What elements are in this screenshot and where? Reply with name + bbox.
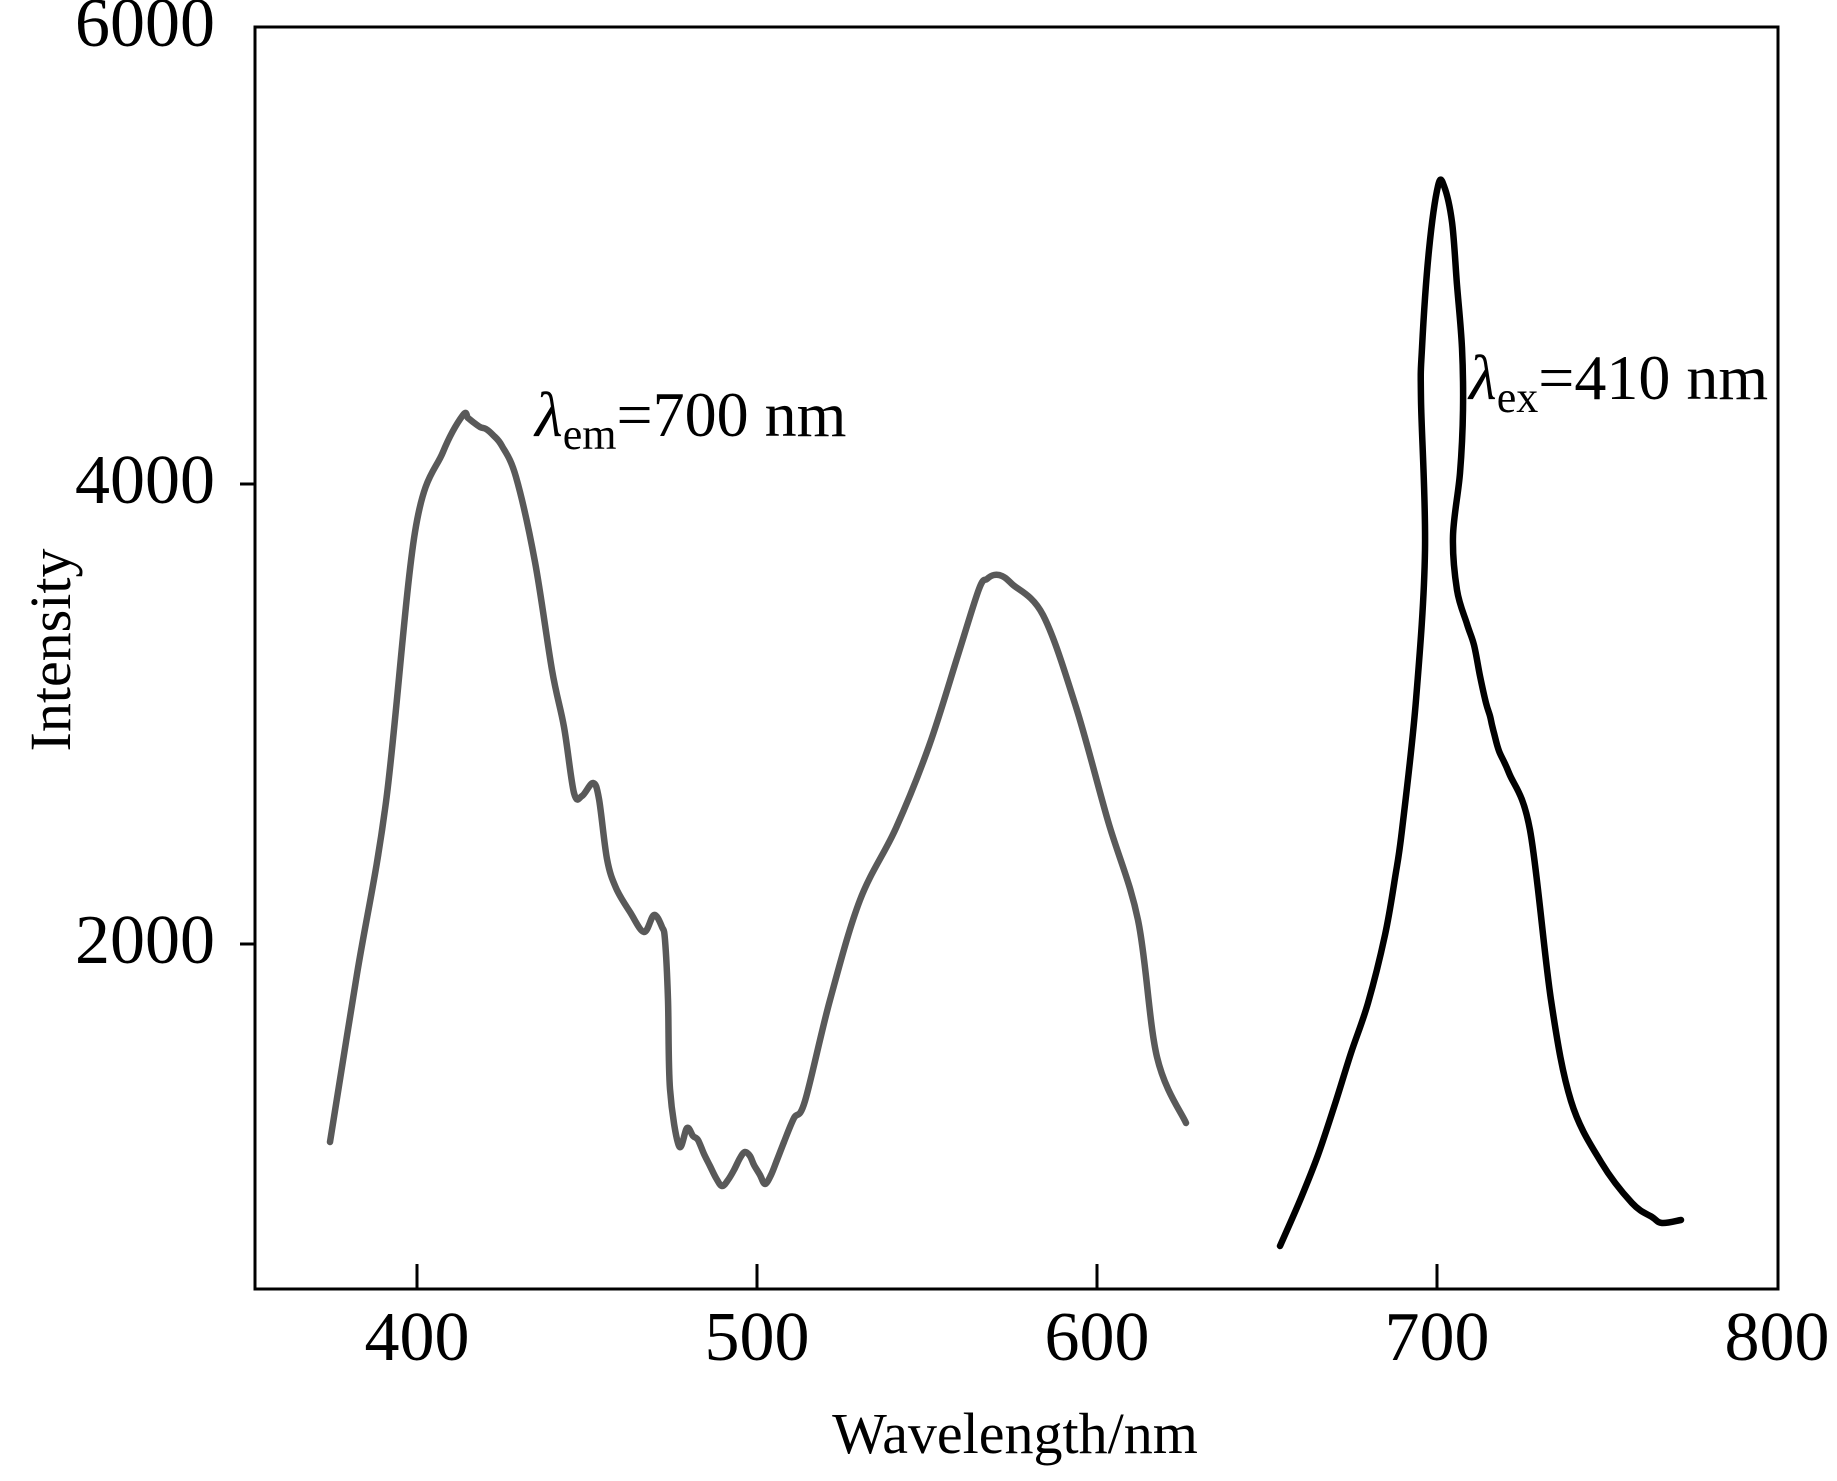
svg-text:4000: 4000 <box>75 442 215 519</box>
svg-text:600: 600 <box>1045 1299 1150 1376</box>
svg-text:λex=410 nm: λex=410 nm <box>1467 342 1768 422</box>
svg-text:λem=700 nm: λem=700 nm <box>533 379 846 459</box>
svg-text:2000: 2000 <box>75 902 215 979</box>
svg-text:400: 400 <box>365 1299 470 1376</box>
svg-text:Intensity: Intensity <box>18 549 83 752</box>
svg-text:800: 800 <box>1725 1299 1830 1376</box>
svg-text:Wavelength/nm: Wavelength/nm <box>832 1401 1198 1466</box>
svg-text:6000: 6000 <box>75 0 215 62</box>
svg-text:500: 500 <box>705 1299 810 1376</box>
svg-text:700: 700 <box>1385 1299 1490 1376</box>
